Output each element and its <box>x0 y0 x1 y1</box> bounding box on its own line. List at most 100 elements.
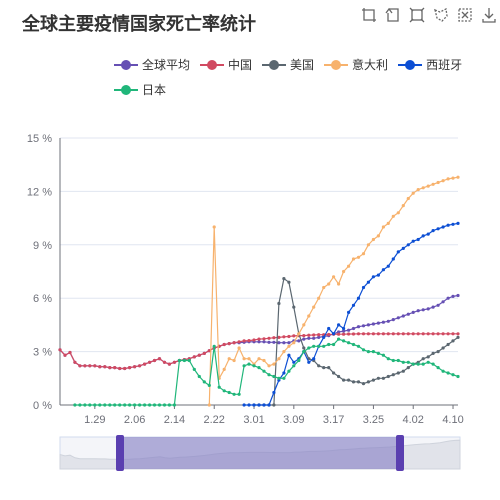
data-point <box>366 323 370 327</box>
data-point <box>282 371 286 375</box>
data-point <box>78 364 82 368</box>
y-tick-label: 9 % <box>33 240 52 252</box>
legend-item[interactable]: 美国 <box>262 56 314 73</box>
data-point <box>172 360 176 364</box>
data-point <box>426 360 430 364</box>
data-point <box>83 403 87 407</box>
data-point <box>287 369 291 373</box>
data-point <box>436 180 440 185</box>
data-point <box>312 333 316 337</box>
data-point <box>381 268 385 272</box>
datazoom-track <box>59 436 461 470</box>
data-point <box>436 350 440 354</box>
data-point <box>322 366 326 370</box>
zoom-icon[interactable] <box>360 6 378 24</box>
data-point <box>396 316 400 320</box>
data-point <box>287 280 291 284</box>
data-point <box>292 341 296 345</box>
data-point <box>401 314 405 318</box>
data-point <box>297 357 301 361</box>
data-point <box>73 360 77 364</box>
data-point <box>451 373 455 377</box>
data-point <box>232 341 236 345</box>
data-point <box>118 403 122 407</box>
data-point <box>212 346 216 350</box>
data-point <box>247 339 251 343</box>
data-point <box>406 366 410 370</box>
data-point <box>242 357 246 361</box>
legend-marker <box>324 59 349 71</box>
data-point <box>113 366 117 370</box>
data-point <box>217 344 221 348</box>
data-point <box>252 403 256 407</box>
data-point <box>302 350 306 354</box>
data-point <box>247 362 251 366</box>
series-line <box>208 176 459 406</box>
clear-icon[interactable] <box>456 6 474 24</box>
legend-item[interactable]: 全球平均 <box>114 56 190 73</box>
data-point <box>177 358 181 363</box>
data-point <box>162 360 167 364</box>
zoom-reset-icon[interactable] <box>384 6 402 24</box>
data-point <box>267 364 271 368</box>
data-point <box>177 358 181 363</box>
data-point <box>446 177 450 181</box>
y-tick-label: 12 % <box>27 186 52 198</box>
data-point <box>307 360 311 364</box>
data-point <box>322 333 326 337</box>
datazoom-handle-right[interactable] <box>396 435 404 471</box>
data-point <box>58 348 62 352</box>
data-point <box>252 403 256 407</box>
x-tick-label: 1.29 <box>84 414 105 426</box>
data-point <box>197 353 201 357</box>
data-point <box>421 362 425 366</box>
data-point <box>307 333 311 337</box>
data-point <box>376 376 380 380</box>
data-point <box>212 225 216 229</box>
data-point <box>381 225 385 229</box>
data-point <box>332 371 336 375</box>
data-point <box>431 332 435 336</box>
legend-item[interactable]: 西班牙 <box>398 56 462 73</box>
data-point <box>406 243 410 247</box>
data-point <box>351 342 356 347</box>
data-point <box>237 341 241 345</box>
data-point <box>337 323 341 327</box>
download-icon[interactable] <box>480 6 498 24</box>
data-point <box>361 382 366 386</box>
toolbox <box>360 6 498 24</box>
data-point <box>128 366 132 370</box>
restore-icon[interactable] <box>408 6 426 24</box>
data-point <box>426 232 430 236</box>
data-point <box>68 350 72 355</box>
data-point <box>63 353 67 357</box>
data-point <box>436 303 440 307</box>
data-point <box>222 367 226 371</box>
data-point <box>282 376 286 380</box>
data-point <box>272 390 276 395</box>
legend-item[interactable]: 中国 <box>200 56 252 73</box>
data-point <box>342 339 346 343</box>
data-point <box>421 234 425 238</box>
lasso-icon[interactable] <box>432 6 450 24</box>
data-point <box>342 332 346 336</box>
data-point <box>446 223 450 227</box>
data-point <box>123 366 127 371</box>
datazoom-preview <box>59 439 461 470</box>
legend-item[interactable]: 意大利 <box>324 56 388 73</box>
data-point <box>391 332 395 336</box>
data-point <box>212 344 216 348</box>
data-point <box>356 325 361 329</box>
data-point <box>312 336 316 340</box>
x-tick-label: 2.06 <box>124 414 145 426</box>
chart-legend: 全球平均 中国 美国 意大利 西班牙日本 <box>114 56 494 98</box>
data-point <box>148 403 152 407</box>
legend-item[interactable]: 日本 <box>114 81 166 98</box>
datazoom-handle-left[interactable] <box>116 435 124 471</box>
data-point <box>337 374 341 379</box>
data-point <box>421 186 425 190</box>
data-point <box>366 350 370 354</box>
data-point <box>187 357 191 361</box>
data-point <box>312 305 316 309</box>
data-point <box>332 342 336 347</box>
